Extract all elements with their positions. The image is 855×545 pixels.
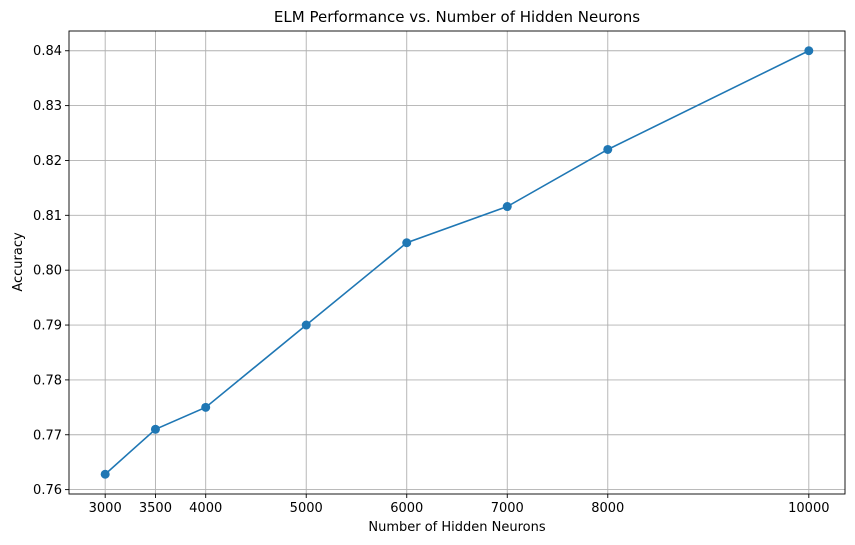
series-line: [104, 50, 810, 475]
x-tick-label: 3500: [139, 501, 172, 516]
y-axis-label: Accuracy: [11, 232, 26, 292]
data-point: [502, 202, 512, 212]
x-axis-label: Number of Hidden Neurons: [368, 520, 545, 535]
data-point: [402, 238, 412, 248]
x-tick-label: 4000: [189, 501, 222, 516]
y-tick-label: 0.81: [33, 209, 62, 224]
x-tick-label: 3000: [89, 501, 122, 516]
x-tick-label: 7000: [491, 501, 524, 516]
x-tick-label: 8000: [591, 501, 624, 516]
y-tick-label: 0.77: [33, 428, 62, 443]
data-point: [201, 402, 211, 412]
grid-layer: [69, 31, 845, 494]
plot-frame: [68, 30, 846, 495]
data-point: [603, 144, 613, 154]
chart-title: ELM Performance vs. Number of Hidden Neu…: [274, 8, 640, 26]
data-point: [804, 46, 814, 56]
y-tick-label: 0.83: [33, 99, 62, 114]
y-tick-label: 0.84: [33, 44, 62, 59]
y-tick-label: 0.80: [33, 264, 62, 279]
tick-layer: 3000 3500 4000 5000 6000 7000 8000 10000 0.76 0.7…: [33, 44, 829, 516]
x-tick-label: 10000: [788, 501, 829, 516]
y-tick-label: 0.78: [33, 373, 62, 388]
x-tick-label: 6000: [390, 501, 423, 516]
x-tick-label: 5000: [290, 501, 323, 516]
data-point: [150, 424, 160, 434]
y-tick-label: 0.76: [33, 483, 62, 498]
data-point: [301, 320, 311, 330]
data-point: [100, 469, 110, 479]
series-layer: [100, 46, 814, 479]
y-tick-label: 0.79: [33, 319, 62, 334]
y-tick-label: 0.82: [33, 154, 62, 169]
